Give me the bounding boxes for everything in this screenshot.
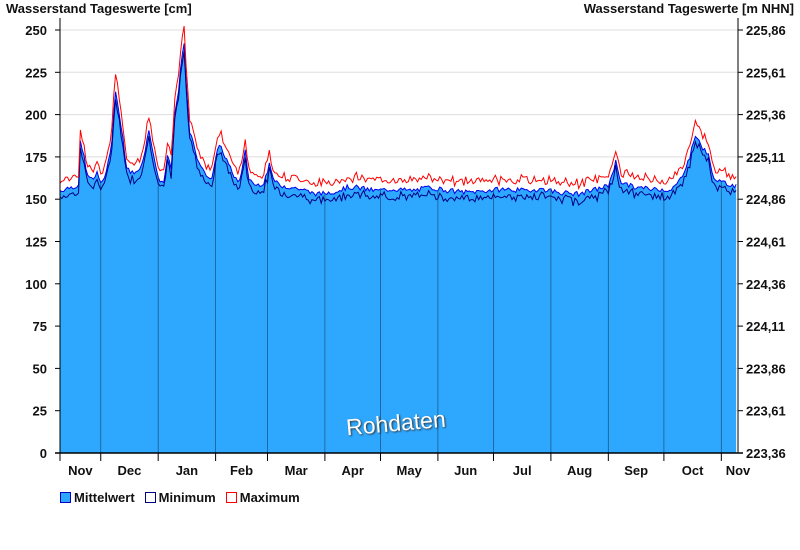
- x-tick-label: May: [397, 463, 423, 478]
- y2-tick-label: 223,61: [746, 404, 786, 419]
- x-tick-label: Feb: [230, 463, 253, 478]
- x-tick-label: Apr: [341, 463, 363, 478]
- right-axis-title: Wasserstand Tageswerte [m NHN]: [583, 1, 794, 16]
- x-tick-label: Mar: [285, 463, 308, 478]
- y2-tick-label: 225,36: [746, 108, 786, 123]
- x-tick-label: Aug: [567, 463, 592, 478]
- y2-tick-label: 225,86: [746, 23, 786, 38]
- y2-tick-label: 225,61: [746, 65, 786, 80]
- y-tick-label: 25: [33, 404, 47, 419]
- mean-area: [60, 43, 737, 453]
- legend: Mittelwert Minimum Maximum: [60, 490, 300, 505]
- x-tick-label: Nov: [726, 463, 751, 478]
- y2-tick-label: 224,36: [746, 277, 786, 292]
- y-tick-label: 0: [40, 446, 47, 461]
- y-tick-label: 225: [25, 65, 47, 80]
- legend-swatch: [144, 492, 156, 503]
- minimum-line: [59, 51, 737, 207]
- y-tick-label: 150: [25, 192, 47, 207]
- y-tick-label: 125: [25, 235, 47, 250]
- legend-swatch: [225, 492, 237, 503]
- x-tick-label: Nov: [68, 463, 93, 478]
- legend-item-min: Minimum: [144, 490, 216, 505]
- y-tick-label: 175: [25, 150, 47, 165]
- y-tick-label: 75: [33, 319, 47, 334]
- y2-tick-label: 225,11: [746, 150, 785, 165]
- x-tick-label: Oct: [682, 463, 704, 478]
- legend-swatch: [60, 492, 71, 503]
- legend-item-mean: Mittelwert: [60, 490, 135, 505]
- x-tick-label: Dec: [118, 463, 142, 478]
- y2-tick-label: 223,86: [746, 361, 786, 376]
- y-tick-label: 50: [33, 361, 47, 376]
- plot-area: 0 223,36 25 223,61 50 223,86 75 224,11 100 224,36…: [25, 18, 786, 478]
- x-tick-label: Jul: [513, 463, 532, 478]
- x-tick-label: Jun: [454, 463, 477, 478]
- y2-tick-label: 224,86: [746, 192, 786, 207]
- y-tick-label: 200: [25, 108, 47, 123]
- x-tick-label: Sep: [624, 463, 648, 478]
- y-tick-label: 100: [25, 277, 47, 292]
- legend-item-max: Maximum: [225, 490, 300, 505]
- maximum-line: [59, 25, 737, 191]
- x-tick-label: Jan: [176, 463, 198, 478]
- left-axis-title: Wasserstand Tageswerte [cm]: [6, 1, 192, 16]
- y2-tick-label: 224,11: [746, 319, 785, 334]
- y-tick-label: 250: [25, 23, 47, 38]
- legend-label: Mittelwert: [74, 490, 135, 505]
- y2-tick-label: 224,61: [746, 235, 786, 250]
- legend-label: Maximum: [239, 490, 300, 505]
- legend-label: Minimum: [158, 490, 216, 505]
- y2-tick-label: 223,36: [746, 446, 786, 461]
- mean-line: [59, 43, 737, 198]
